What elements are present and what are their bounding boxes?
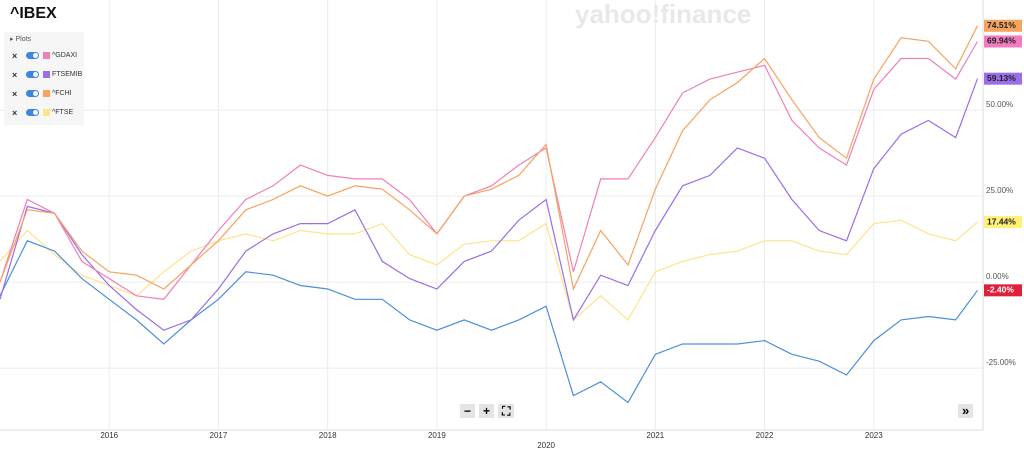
y-tick-label: 25.00% <box>986 186 1013 195</box>
legend-remove[interactable]: × <box>12 107 18 118</box>
x-tick-label: 2016 <box>100 431 118 440</box>
value-label-bg <box>984 284 1022 297</box>
value-label: -2.40% <box>987 285 1014 295</box>
value-label-bg <box>984 35 1022 48</box>
legend-title-text: Plots <box>15 36 32 43</box>
legend-title: ▸ Plots <box>10 36 32 43</box>
value-label: 17.44% <box>987 216 1016 226</box>
value-label-bg <box>984 72 1022 85</box>
legend-item: × FTSEMIB <box>4 65 84 84</box>
legend-item: × ^FCHI <box>4 84 84 103</box>
series-line <box>0 78 979 331</box>
x-tick-label: 2021 <box>646 431 664 440</box>
toolbar-button[interactable]: » <box>958 404 974 418</box>
x-tick-label: 2018 <box>319 431 337 440</box>
value-label: 59.13% <box>987 73 1016 83</box>
legend-remove[interactable]: × <box>12 50 18 61</box>
toolbar-button[interactable]: ⛶ <box>498 404 515 418</box>
legend-swatch <box>43 109 50 116</box>
series-line <box>0 41 979 300</box>
toolbar-button[interactable]: − <box>460 404 476 418</box>
legend-label: ^GDAXI <box>52 52 78 59</box>
toolbar-button[interactable]: + <box>479 404 495 418</box>
x-tick-label: 2017 <box>210 431 228 440</box>
chart-title: ^IBEX <box>10 5 57 22</box>
value-label-bg <box>984 19 1022 32</box>
x-tick-label: 2022 <box>756 431 774 440</box>
legend-toggle[interactable] <box>26 52 39 59</box>
legend-item: × ^GDAXI <box>4 46 84 65</box>
legend-toggle[interactable] <box>26 109 39 116</box>
series-line <box>0 240 978 404</box>
legend-label: FTSEMIB <box>52 71 83 78</box>
toolbar: − + ⛶ <box>460 404 515 418</box>
legend-remove[interactable]: × <box>12 88 18 99</box>
legend-label: ^FTSE <box>52 109 74 116</box>
x-tick-label: 2019 <box>428 431 446 440</box>
value-label-bg <box>984 216 1022 229</box>
legend-label: ^FCHI <box>52 90 72 97</box>
watermark: yahoo!finance <box>575 0 751 29</box>
y-tick-label: -25.00% <box>986 358 1016 367</box>
series-line <box>0 25 979 291</box>
legend-toggle[interactable] <box>26 71 39 78</box>
value-label: 69.94% <box>987 36 1016 46</box>
legend-remove[interactable]: × <box>12 69 18 80</box>
legend-swatch <box>43 90 50 97</box>
y-tick-label: 50.00% <box>986 100 1013 109</box>
x-tick-label: 2020 <box>537 441 555 450</box>
series-line <box>0 219 978 321</box>
x-tick-label: 2023 <box>865 431 883 440</box>
legend-swatch <box>43 52 50 59</box>
value-label: 74.51% <box>987 20 1016 30</box>
legend-toggle[interactable] <box>26 90 39 97</box>
legend-swatch <box>43 71 50 78</box>
legend-item: × ^FTSE <box>4 103 84 122</box>
y-tick-label: 0.00% <box>986 272 1009 281</box>
legend: ▸ Plots × ^GDAXI × FTSEMIB × ^FCHI × ^FTSE <box>4 32 84 125</box>
